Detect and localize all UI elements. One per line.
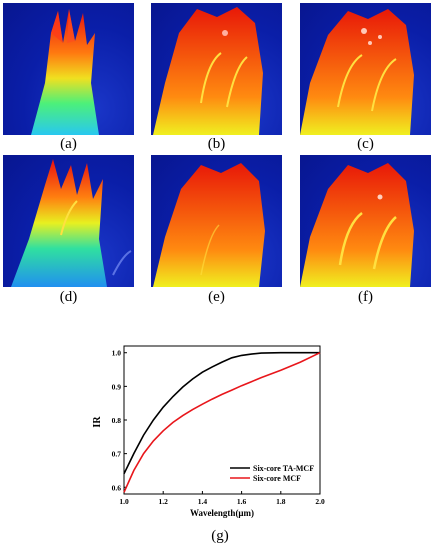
panel-f — [300, 155, 431, 287]
panel-c — [300, 3, 431, 135]
panel-d — [3, 155, 134, 287]
panel-e-label: (e) — [208, 289, 225, 305]
x-axis-label: Wavelength(μm) — [190, 508, 254, 518]
panel-b — [151, 3, 282, 135]
legend: Six-core TA-MCF Six-core MCF — [230, 464, 314, 483]
panel-b-image — [153, 7, 263, 135]
x-tick-label: 2.0 — [315, 497, 325, 506]
panel-a — [3, 3, 134, 135]
y-axis-label: IR — [92, 416, 103, 428]
panel-f-label: (f) — [358, 289, 373, 305]
series-lines — [123, 351, 321, 493]
y-axis: 0.6 0.7 0.8 0.9 1.0 — [112, 349, 127, 492]
panel-f-image — [300, 163, 414, 287]
panel-c-image — [300, 9, 414, 135]
x-tick-label: 1.2 — [159, 497, 169, 506]
x-tick-label: 1.6 — [237, 497, 247, 506]
y-tick-label: 0.6 — [112, 483, 122, 492]
legend-label-mcf: Six-core MCF — [253, 474, 301, 483]
y-tick-label: 0.8 — [112, 416, 122, 425]
y-tick-label: 0.7 — [112, 450, 122, 459]
panel-c-label: (c) — [357, 136, 374, 152]
legend-label-ta-mcf: Six-core TA-MCF — [253, 464, 314, 473]
panel-b-label: (b) — [207, 136, 226, 152]
series-line-mcf — [123, 351, 321, 493]
x-tick-label: 1.0 — [119, 497, 129, 506]
y-tick-label: 0.9 — [112, 382, 122, 391]
panel-a-label: (a) — [60, 136, 77, 152]
x-tick-label: 1.4 — [198, 497, 208, 506]
panel-g-label: (g) — [211, 528, 229, 544]
series-line-ta-mcf — [123, 351, 320, 475]
panel-e-image — [153, 163, 265, 287]
panel-a-image — [31, 9, 99, 135]
x-axis: 1.0 1.2 1.4 1.6 1.8 2.0 — [119, 491, 325, 506]
y-tick-label: 1.0 — [112, 349, 122, 358]
x-tick-label: 1.8 — [276, 497, 286, 506]
ir-wavelength-chart: 1.0 1.2 1.4 1.6 1.8 2.0 0.6 0.7 0.8 0.9 1.0 Wavel… — [92, 345, 325, 518]
panel-d-image — [11, 159, 132, 287]
panel-e — [151, 155, 282, 287]
panel-d-label: (d) — [59, 289, 78, 305]
